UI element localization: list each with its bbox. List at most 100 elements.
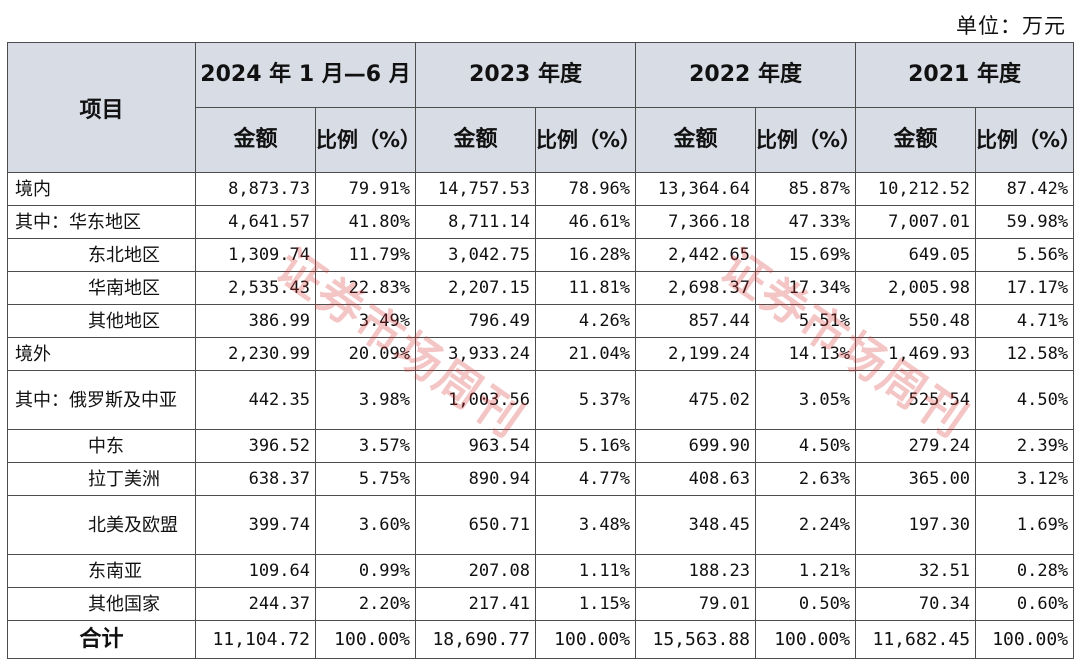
ratio-cell: 22.83% xyxy=(314,271,417,305)
row-label: 拉丁美洲 xyxy=(7,462,196,496)
amount-cell: 3,933.24 xyxy=(415,337,537,371)
header-period-2022: 2022 年度 xyxy=(635,42,857,108)
amount-cell: 2,535.43 xyxy=(195,271,316,305)
ratio-cell: 0.99% xyxy=(314,554,417,588)
ratio-cell: 11.81% xyxy=(535,271,637,305)
amount-cell: 649.05 xyxy=(855,238,977,272)
ratio-cell: 3.57% xyxy=(314,429,417,463)
header-amount: 金额 xyxy=(635,107,757,173)
ratio-cell: 5.51% xyxy=(755,304,857,338)
amount-cell: 3,042.75 xyxy=(415,238,537,272)
amount-cell: 1,309.74 xyxy=(195,238,316,272)
amount-cell: 963.54 xyxy=(415,429,537,463)
amount-cell: 2,698.37 xyxy=(635,271,757,305)
amount-cell: 207.08 xyxy=(415,554,537,588)
ratio-cell: 17.17% xyxy=(975,271,1075,305)
header-item: 项目 xyxy=(7,42,196,173)
ratio-cell: 2.39% xyxy=(975,429,1075,463)
header-ratio: 比例（%） xyxy=(535,107,641,173)
ratio-cell: 100.00% xyxy=(314,620,417,659)
ratio-cell: 100.00% xyxy=(755,620,857,659)
row-label: 华南地区 xyxy=(7,271,196,305)
row-label: 合计 xyxy=(7,620,196,659)
ratio-cell: 87.42% xyxy=(975,172,1075,206)
ratio-cell: 1.15% xyxy=(535,587,637,621)
ratio-cell: 1.11% xyxy=(535,554,637,588)
amount-cell: 14,757.53 xyxy=(415,172,537,206)
unit-label: 单位：万元 xyxy=(956,14,1066,38)
amount-cell: 8,711.14 xyxy=(415,205,537,239)
table-total-row: 合计 11,104.72 100.00% 18,690.77 100.00% 15,563… xyxy=(7,620,1075,659)
table-row: 中东 396.52 3.57% 963.54 5.16% 699.90 4.50% 279.2… xyxy=(7,429,1075,463)
table-row: 拉丁美洲 638.37 5.75% 890.94 4.77% 408.63 2.63% 365… xyxy=(7,462,1075,496)
ratio-cell: 21.04% xyxy=(535,337,637,371)
ratio-cell: 17.34% xyxy=(755,271,857,305)
ratio-cell: 4.71% xyxy=(975,304,1075,338)
table-row: 其他国家 244.37 2.20% 217.41 1.15% 79.01 0.50% 70.3… xyxy=(7,587,1075,621)
amount-cell: 11,104.72 xyxy=(195,620,316,659)
ratio-cell: 59.98% xyxy=(975,205,1075,239)
ratio-cell: 0.28% xyxy=(975,554,1075,588)
ratio-cell: 3.48% xyxy=(535,495,637,555)
amount-cell: 525.54 xyxy=(855,370,977,430)
amount-cell: 1,469.93 xyxy=(855,337,977,371)
ratio-cell: 3.60% xyxy=(314,495,417,555)
row-label: 东南亚 xyxy=(7,554,196,588)
ratio-cell: 79.91% xyxy=(314,172,417,206)
table-body: 境内 8,873.73 79.91% 14,757.53 78.96% 13,364.64… xyxy=(7,172,1075,659)
amount-cell: 279.24 xyxy=(855,429,977,463)
regional-revenue-table: 项目 2024 年 1 月—6 月 2023 年度 2022 年度 2021 年… xyxy=(7,42,1080,659)
table-row: 境内 8,873.73 79.91% 14,757.53 78.96% 13,364.64… xyxy=(7,172,1075,206)
amount-cell: 13,364.64 xyxy=(635,172,757,206)
table-row: 其他地区 386.99 3.49% 796.49 4.26% 857.44 5.51% 550… xyxy=(7,304,1075,338)
table-row: 北美及欧盟 399.74 3.60% 650.71 3.48% 348.45 2.24% 19… xyxy=(7,495,1075,555)
table-row: 东北地区 1,309.74 11.79% 3,042.75 16.28% 2,442.65… xyxy=(7,238,1075,272)
amount-cell: 7,007.01 xyxy=(855,205,977,239)
ratio-cell: 4.50% xyxy=(755,429,857,463)
amount-cell: 386.99 xyxy=(195,304,316,338)
amount-cell: 796.49 xyxy=(415,304,537,338)
header-ratio: 比例（%） xyxy=(755,107,861,173)
amount-cell: 7,366.18 xyxy=(635,205,757,239)
amount-cell: 79.01 xyxy=(635,587,757,621)
table-row: 华南地区 2,535.43 22.83% 2,207.15 11.81% 2,698.37… xyxy=(7,271,1075,305)
ratio-cell: 20.09% xyxy=(314,337,417,371)
amount-cell: 2,207.15 xyxy=(415,271,537,305)
row-label: 其他地区 xyxy=(7,304,196,338)
amount-cell: 650.71 xyxy=(415,495,537,555)
row-label: 境内 xyxy=(7,172,196,206)
amount-cell: 15,563.88 xyxy=(635,620,757,659)
amount-cell: 475.02 xyxy=(635,370,757,430)
ratio-cell: 4.77% xyxy=(535,462,637,496)
ratio-cell: 85.87% xyxy=(755,172,857,206)
amount-cell: 1,003.56 xyxy=(415,370,537,430)
table-row: 东南亚 109.64 0.99% 207.08 1.11% 188.23 1.21% 32.5… xyxy=(7,554,1075,588)
ratio-cell: 3.05% xyxy=(755,370,857,430)
amount-cell: 348.45 xyxy=(635,495,757,555)
amount-cell: 2,199.24 xyxy=(635,337,757,371)
amount-cell: 442.35 xyxy=(195,370,316,430)
ratio-cell: 4.26% xyxy=(535,304,637,338)
amount-cell: 70.34 xyxy=(855,587,977,621)
table-row: 境外 2,230.99 20.09% 3,933.24 21.04% 2,199.24 14… xyxy=(7,337,1075,371)
amount-cell: 18,690.77 xyxy=(415,620,537,659)
header-amount: 金额 xyxy=(195,107,316,173)
header-amount: 金额 xyxy=(855,107,977,173)
amount-cell: 217.41 xyxy=(415,587,537,621)
header-ratio: 比例（%） xyxy=(314,107,421,173)
amount-cell: 32.51 xyxy=(855,554,977,588)
ratio-cell: 5.16% xyxy=(535,429,637,463)
row-label: 北美及欧盟 xyxy=(7,495,196,555)
amount-cell: 408.63 xyxy=(635,462,757,496)
amount-cell: 550.48 xyxy=(855,304,977,338)
amount-cell: 11,682.45 xyxy=(855,620,977,659)
row-label: 其中：华东地区 xyxy=(7,205,196,239)
ratio-cell: 12.58% xyxy=(975,337,1075,371)
row-label: 其他国家 xyxy=(7,587,196,621)
amount-cell: 8,873.73 xyxy=(195,172,316,206)
ratio-cell: 100.00% xyxy=(535,620,637,659)
amount-cell: 188.23 xyxy=(635,554,757,588)
amount-cell: 699.90 xyxy=(635,429,757,463)
amount-cell: 2,230.99 xyxy=(195,337,316,371)
amount-cell: 857.44 xyxy=(635,304,757,338)
